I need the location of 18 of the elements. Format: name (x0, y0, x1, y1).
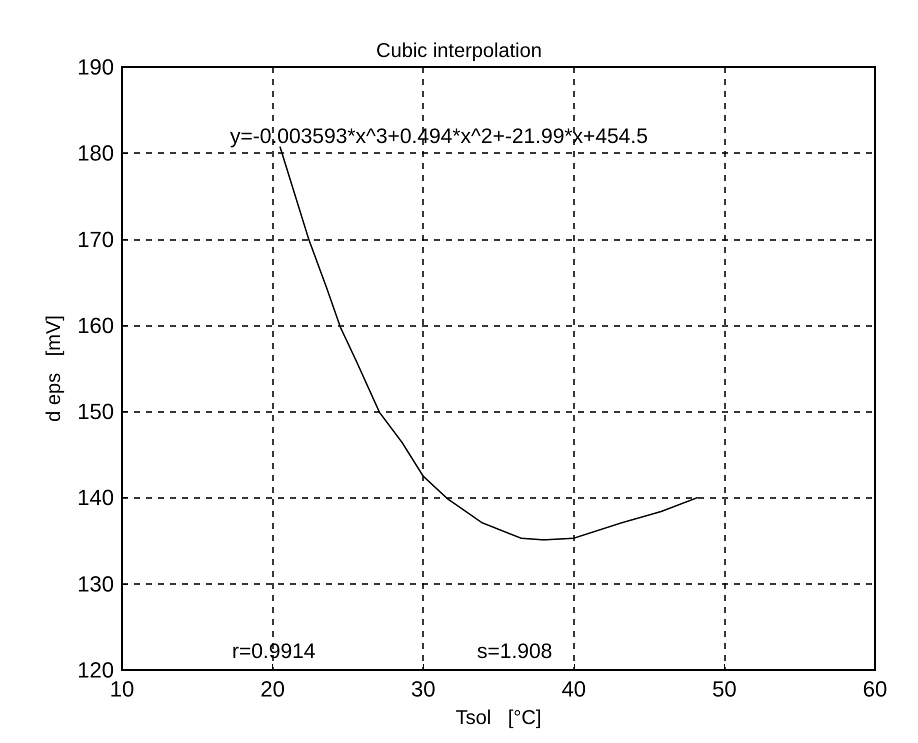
x-tick-label: 60 (862, 676, 888, 702)
y-tick-label: 180 (77, 140, 114, 166)
y-tick-label: 130 (77, 571, 114, 596)
y-axis-title: d eps [mV] (43, 315, 65, 422)
x-tick-label: 30 (410, 676, 436, 702)
x-tick-label: 40 (562, 676, 586, 702)
annotation: y=-0.003593*x^3+0.494*x^2+-21.99*x+454.5 (230, 125, 648, 148)
y-tick-label: 160 (77, 312, 114, 338)
chart-title: Cubic interpolation (376, 40, 542, 62)
y-tick-label: 190 (77, 54, 114, 80)
x-tick-label: 20 (260, 676, 285, 702)
x-tick-label: 50 (712, 676, 737, 702)
y-tick-label: 140 (77, 485, 114, 510)
x-axis-title: Tsol [°C] (456, 707, 542, 729)
y-tick-label: 170 (77, 226, 114, 252)
annotation: s=1.908 (477, 640, 552, 663)
y-tick-label: 150 (77, 399, 114, 424)
annotation: r=0.9914 (232, 640, 316, 663)
